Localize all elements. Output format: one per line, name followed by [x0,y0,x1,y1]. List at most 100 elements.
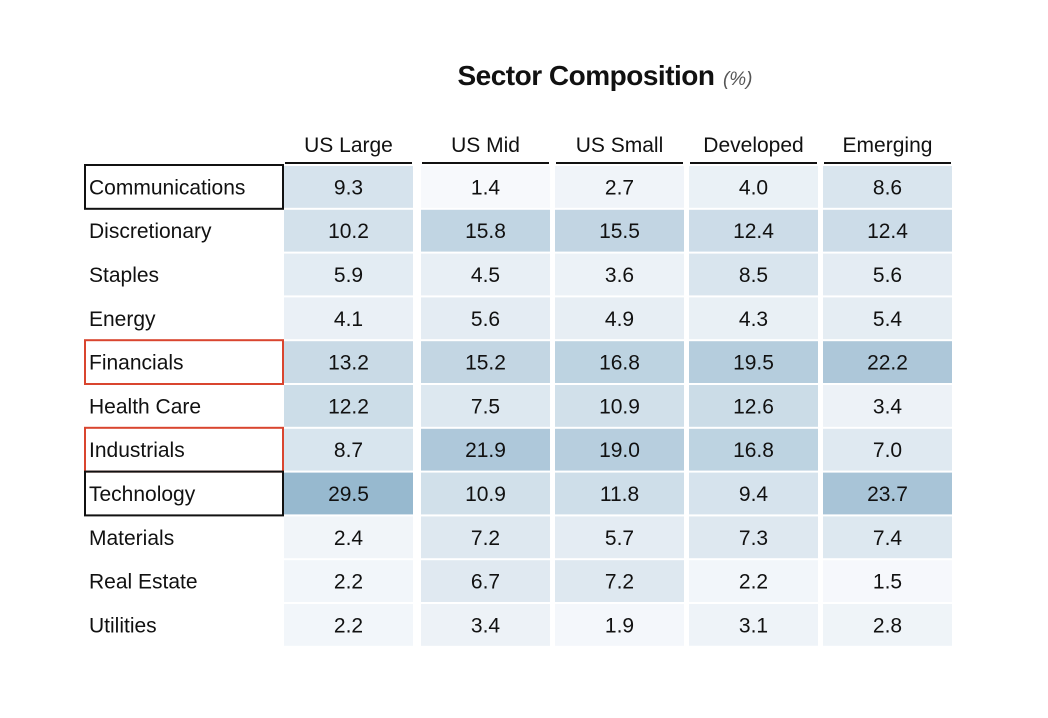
cell-communications-emerging [823,166,952,208]
cell-energy-us-large [284,297,413,340]
cell-energy-developed [689,297,818,340]
cell-technology-emerging [823,472,952,515]
cell-value: 3.4 [471,614,501,637]
row-label-technology: Technology [89,483,196,506]
cell-value: 23.7 [867,483,908,506]
cell-health-care-us-small [555,385,684,427]
column-header-emerging: Emerging [843,134,933,157]
cell-energy-emerging [823,297,952,340]
cell-value: 16.8 [733,439,774,462]
cell-value: 15.8 [465,220,506,243]
row-label-materials: Materials [89,527,174,550]
cell-value: 21.9 [465,439,506,462]
row-label-discretionary: Discretionary [89,220,212,243]
cell-value: 8.5 [739,264,768,287]
cell-real-estate-us-mid [421,560,550,602]
cell-value: 5.9 [334,264,363,287]
cell-financials-developed [689,341,818,383]
cell-materials-us-large [284,516,413,559]
cell-value: 5.6 [471,308,500,331]
cell-staples-us-small [555,253,684,296]
cell-industrials-us-large [284,428,413,471]
cell-value: 19.0 [599,439,640,462]
cell-technology-us-small [555,472,684,515]
cell-technology-developed [689,472,818,515]
cell-financials-us-mid [421,341,550,383]
cell-staples-emerging [823,253,952,296]
cell-discretionary-us-large [284,209,413,252]
cell-value: 15.5 [599,220,640,243]
cell-materials-us-mid [421,516,550,559]
cell-value: 4.9 [605,308,634,331]
cell-health-care-developed [689,385,818,427]
row-highlight-technology [84,470,284,517]
cell-industrials-emerging [823,428,952,471]
cell-utilities-developed [689,604,818,646]
cell-value: 2.2 [334,614,363,637]
cell-discretionary-emerging [823,209,952,252]
chart-title-text: Sector Composition [457,60,715,91]
cell-value: 11.8 [600,483,639,506]
cell-staples-developed [689,253,818,296]
cell-value: 7.0 [873,439,902,462]
row-highlight-communications [84,164,284,210]
cell-discretionary-developed [689,209,818,252]
cell-utilities-emerging [823,604,952,646]
row-label-financials: Financials [89,352,184,375]
cell-value: 12.4 [733,220,774,243]
cell-value: 3.6 [605,264,634,287]
cell-value: 13.2 [328,352,369,375]
cell-financials-us-small [555,341,684,383]
cell-value: 8.7 [334,439,363,462]
cell-value: 7.3 [739,527,768,550]
cell-value: 4.0 [739,176,768,199]
cell-industrials-developed [689,428,818,471]
cell-discretionary-us-small [555,209,684,252]
row-label-energy: Energy [89,308,156,331]
cell-value: 4.1 [334,308,363,331]
cell-value: 16.8 [599,352,640,375]
cell-value: 3.1 [739,614,768,637]
cell-health-care-emerging [823,385,952,427]
cell-value: 15.2 [465,352,506,375]
row-label-communications: Communications [89,176,245,199]
column-header-us-large: US Large [304,134,393,157]
cell-materials-emerging [823,516,952,559]
cell-real-estate-us-small [555,560,684,602]
cell-staples-us-mid [421,253,550,296]
cell-value: 12.2 [328,395,369,418]
cell-value: 8.6 [873,176,902,199]
cell-value: 2.2 [334,571,363,594]
cell-real-estate-us-large [284,560,413,602]
cell-industrials-us-mid [421,428,550,471]
cell-utilities-us-mid [421,604,550,646]
cell-value: 3.4 [873,395,903,418]
row-highlight-financials [84,339,284,386]
row-label-health-care: Health Care [89,395,201,418]
cell-communications-developed [689,166,818,208]
chart-title: Sector Composition (%) [0,60,1048,92]
cell-value: 9.3 [334,176,363,199]
cell-value: 5.6 [873,264,902,287]
cell-value: 7.5 [471,395,500,418]
cell-health-care-us-large [284,385,413,427]
cell-value: 6.7 [471,571,500,594]
cell-value: 1.9 [605,614,634,637]
cell-value: 5.7 [605,527,634,550]
column-header-developed: Developed [703,134,803,157]
cell-value: 7.4 [873,527,903,550]
cell-value: 1.4 [471,176,501,199]
cell-financials-us-large [284,341,413,383]
cell-value: 10.9 [599,395,640,418]
cell-real-estate-emerging [823,560,952,602]
cell-technology-us-mid [421,472,550,515]
cell-staples-us-large [284,253,413,296]
cell-financials-emerging [823,341,952,383]
cell-value: 10.2 [328,220,369,243]
cell-value: 22.2 [867,352,908,375]
cell-value: 4.3 [739,308,768,331]
column-header-us-mid: US Mid [451,134,520,157]
cell-value: 2.8 [873,614,902,637]
cell-communications-us-mid [421,166,550,208]
